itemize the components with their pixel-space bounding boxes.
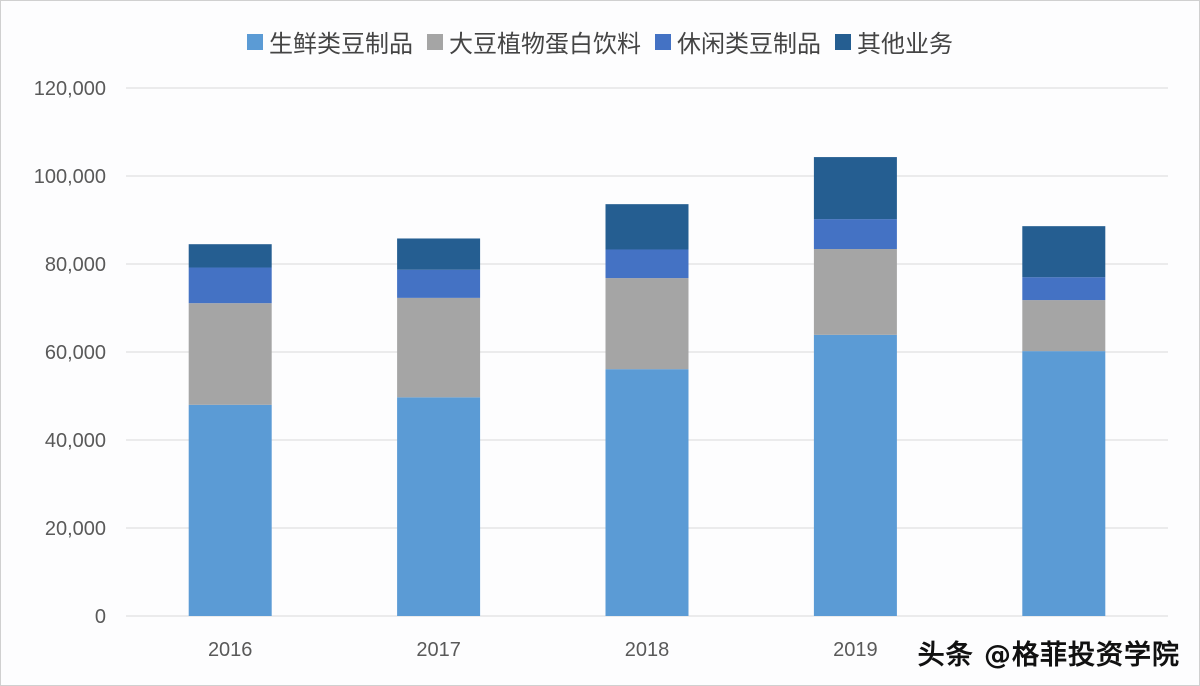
y-tick-label: 20,000 [45, 518, 106, 540]
x-tick-label: 2016 [208, 639, 253, 661]
bar-segment [813, 334, 897, 616]
legend-swatch [427, 33, 443, 50]
bar-segment [188, 303, 272, 405]
legend-item: 大豆植物蛋白饮料 [427, 24, 641, 59]
bar-segment [1022, 300, 1106, 352]
x-tick-label: 2017 [416, 639, 461, 661]
bar-segment [188, 404, 272, 616]
bar-segment [1022, 226, 1106, 278]
bar-segment [397, 297, 481, 398]
bar-segment [397, 238, 481, 270]
bar-segment [397, 397, 481, 616]
y-tick-label: 60,000 [45, 342, 106, 364]
bar-segment [1022, 277, 1106, 301]
y-tick-label: 40,000 [45, 430, 106, 452]
y-tick-label: 100,000 [34, 166, 106, 188]
legend-swatch [247, 33, 263, 50]
legend: 生鲜类豆制品 大豆植物蛋白饮料 休闲类豆制品 其他业务 [0, 24, 1200, 59]
legend-label: 其他业务 [857, 30, 953, 58]
bar-segment [397, 269, 481, 298]
y-tick-label: 120,000 [34, 78, 106, 100]
legend-item: 其他业务 [835, 24, 953, 59]
legend-item: 生鲜类豆制品 [247, 24, 413, 59]
legend-item: 休闲类豆制品 [655, 24, 821, 59]
y-tick-label: 80,000 [45, 254, 106, 276]
bar-segment [605, 249, 689, 279]
legend-swatch [835, 33, 851, 50]
bar-segment [188, 267, 272, 304]
bar-segment [813, 157, 897, 220]
bar-segment [1022, 351, 1106, 616]
legend-label: 休闲类豆制品 [677, 30, 821, 58]
legend-swatch [655, 33, 671, 50]
x-tick-label: 2019 [833, 639, 878, 661]
bar-segment [605, 278, 689, 370]
bar-segment [813, 219, 897, 250]
bar-segment [605, 369, 689, 616]
x-tick-label: 2018 [625, 639, 670, 661]
bar-segment [188, 244, 272, 268]
legend-label: 生鲜类豆制品 [269, 30, 413, 58]
y-tick-label: 0 [95, 606, 106, 628]
bar-segment [605, 204, 689, 250]
legend-label: 大豆植物蛋白饮料 [449, 30, 641, 58]
watermark: 头条 @格菲投资学院 [917, 640, 1180, 671]
bar-segment [813, 249, 897, 335]
